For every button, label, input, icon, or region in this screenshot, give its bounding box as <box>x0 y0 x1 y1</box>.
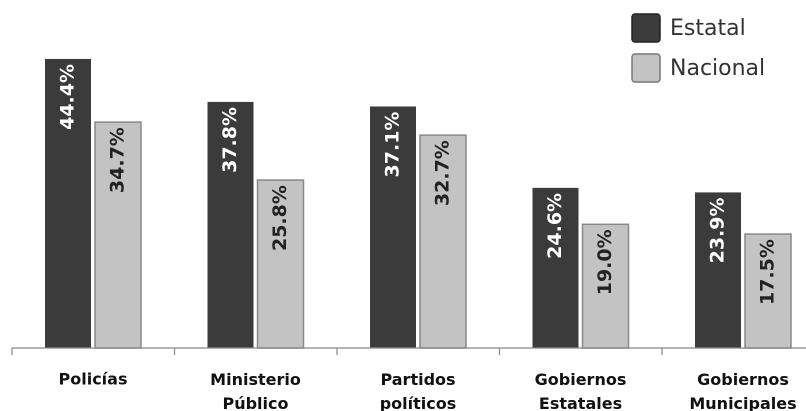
bar <box>581 223 630 349</box>
bar <box>94 121 142 349</box>
bar <box>532 187 579 348</box>
value-label: 19.0% <box>594 229 616 295</box>
bar <box>256 179 305 349</box>
legend-label: Estatal <box>670 16 746 41</box>
x-tick-label: Gobiernos Municipales <box>689 370 796 411</box>
bar <box>419 134 467 349</box>
value-label: 37.1% <box>382 112 404 178</box>
bar <box>370 106 416 348</box>
legend-label: Nacional <box>670 56 765 81</box>
bar <box>207 101 254 348</box>
value-label: 17.5% <box>757 239 779 305</box>
value-label: 32.7% <box>432 140 454 206</box>
value-label: 25.8% <box>269 185 291 251</box>
x-tick-label: Partidos políticos <box>380 370 457 411</box>
bar <box>45 58 91 349</box>
x-tick-label: Ministerio Público <box>210 370 301 411</box>
bar <box>695 192 741 348</box>
legend-swatch <box>631 13 661 43</box>
value-label: 24.6% <box>544 193 566 259</box>
x-tick-label: Policías <box>59 370 128 389</box>
value-label: 23.9% <box>707 197 729 263</box>
legend-swatch <box>631 53 661 83</box>
value-label: 44.4% <box>57 64 79 130</box>
value-label: 34.7% <box>107 127 129 193</box>
x-tick-label: Gobiernos Estatales <box>535 370 627 411</box>
value-label: 37.8% <box>219 107 241 173</box>
